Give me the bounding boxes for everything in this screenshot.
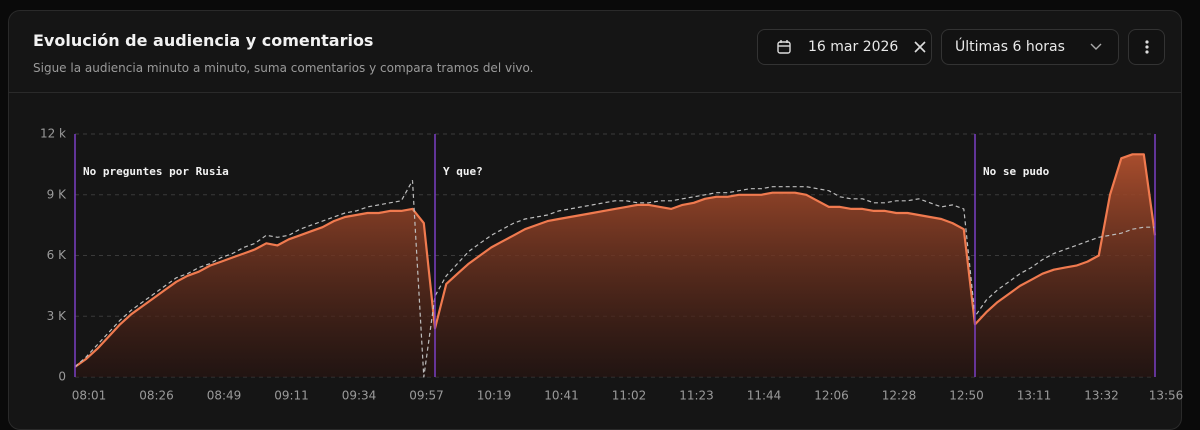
y-tick-label: 0 [58, 370, 66, 384]
divider [9, 92, 1181, 93]
x-tick-label: 11:23 [679, 389, 714, 403]
area [75, 154, 1155, 377]
x-tick-label: 11:44 [747, 389, 782, 403]
x-tick-label: 13:56 [1149, 389, 1184, 403]
y-tick-label: 12 k [40, 127, 66, 141]
chevron [1090, 43, 1102, 50]
y-tick-label: 9 K [47, 187, 67, 201]
body: Evolución de audiencia y comentarios Sig… [8, 10, 1184, 430]
x-tick-label: 11:02 [612, 389, 647, 403]
x-tick-label: 13:32 [1084, 389, 1119, 403]
x-tick-label: 08:49 [207, 389, 242, 403]
x-tick-label: 09:11 [274, 389, 309, 403]
x-tick-label: 12:28 [882, 389, 917, 403]
annotation-label: No se pudo [983, 165, 1050, 178]
y-tick-label: 3 K [47, 309, 67, 323]
x-tick-label: 12:06 [814, 389, 849, 403]
range-select[interactable]: Últimas 6 horas [941, 29, 1119, 65]
x-tick-label: 13:11 [1017, 389, 1052, 403]
annotation-label: No preguntes por Rusia [83, 165, 229, 178]
x-tick-label: 08:26 [139, 389, 174, 403]
page: {"header": {"title": "Evolución de audie… [8, 10, 1184, 430]
date-picker[interactable]: 16 mar 2026 [757, 29, 932, 65]
chart: 0 3 K 6 K 9 K 12 k 08:01 08:26 08:49 09:11 09:34 0… [40, 127, 1184, 403]
menu-button[interactable] [1128, 29, 1165, 65]
range-text: Últimas 6 horas [955, 39, 1065, 55]
card-title: Evolución de audiencia y comentarios [33, 31, 374, 50]
calendar-icon [777, 40, 791, 54]
x-tick-label: 08:01 [72, 389, 107, 403]
x-tick-label: 09:34 [342, 389, 377, 403]
comparison-line [74, 180, 1155, 378]
x-tick-label: 10:41 [544, 389, 579, 403]
card-subtitle: Sigue la audiencia minuto a minuto, suma… [33, 61, 534, 75]
x-tick-label: 10:19 [477, 389, 512, 403]
x-tick-label: 09:57 [409, 389, 444, 403]
annotation-label: Y que? [443, 165, 483, 178]
x-tick-label: 12:50 [949, 389, 984, 403]
y-tick-label: 6 K [47, 248, 67, 262]
kebab-icon [1144, 40, 1149, 54]
clear-date[interactable] [914, 41, 926, 53]
date-text: 16 mar 2026 [808, 39, 899, 55]
